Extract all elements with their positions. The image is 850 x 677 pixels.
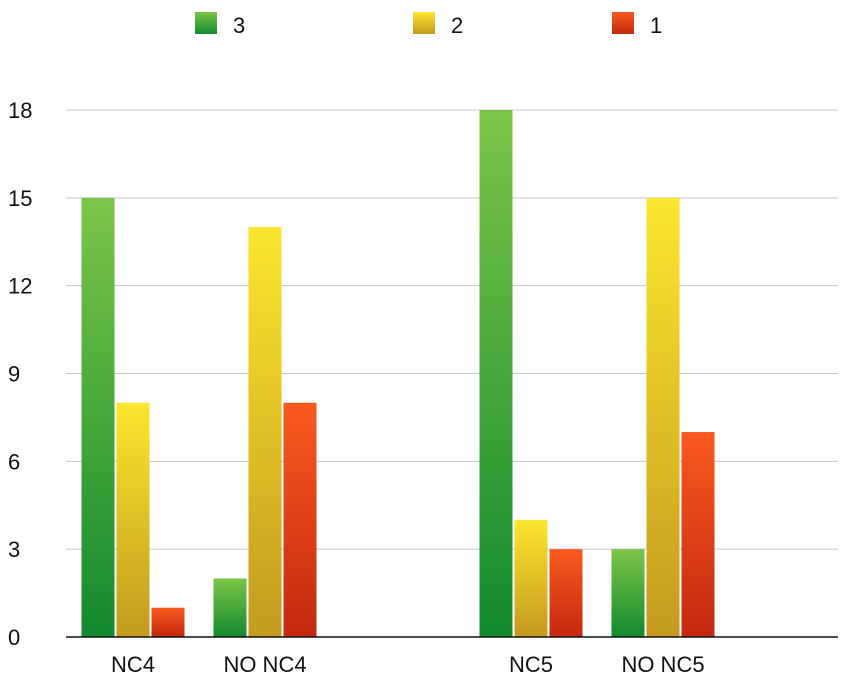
bar-nc4-series-3 [81,197,115,638]
y-tick-label: 3 [8,537,20,562]
bar-no-nc4-series-2 [248,227,282,637]
x-category-label: NO NC4 [223,652,306,677]
x-axis-categories: NC4 NO NC4 NC5 NO NC5 [111,652,705,677]
legend-label: 3 [233,13,245,38]
x-category-label: NC4 [111,652,155,677]
bar-no-nc5-series-3 [611,549,645,637]
legend-swatch-1 [612,12,634,34]
legend-swatch-3 [195,12,217,34]
bar-no-nc4-series-1 [283,402,317,637]
legend-label: 2 [451,13,463,38]
y-tick-label: 18 [8,98,32,123]
y-tick-label: 0 [8,625,20,650]
bar-nc5-series-1 [549,549,583,637]
legend-label: 1 [650,13,662,38]
y-tick-label: 6 [8,449,20,474]
y-tick-label: 12 [8,274,32,299]
bar-nc4-series-2 [116,402,150,637]
legend-swatch-2 [413,12,435,34]
bar-nc5-series-2 [514,519,548,637]
y-tick-label: 9 [8,362,20,387]
x-category-label: NO NC5 [621,652,704,677]
y-axis-ticks: 0 3 6 9 12 15 18 [8,98,32,650]
bar-no-nc5-series-1 [681,432,715,637]
bar-nc5-series-3 [479,110,513,637]
y-tick-label: 15 [8,186,32,211]
legend: 3 2 1 [195,12,662,38]
bar-no-nc4-series-3 [213,578,247,637]
bar-nc4-series-1 [151,607,185,637]
bars [81,110,715,638]
gridlines [66,109,838,550]
bar-no-nc5-series-2 [646,197,680,638]
x-category-label: NC5 [509,652,553,677]
